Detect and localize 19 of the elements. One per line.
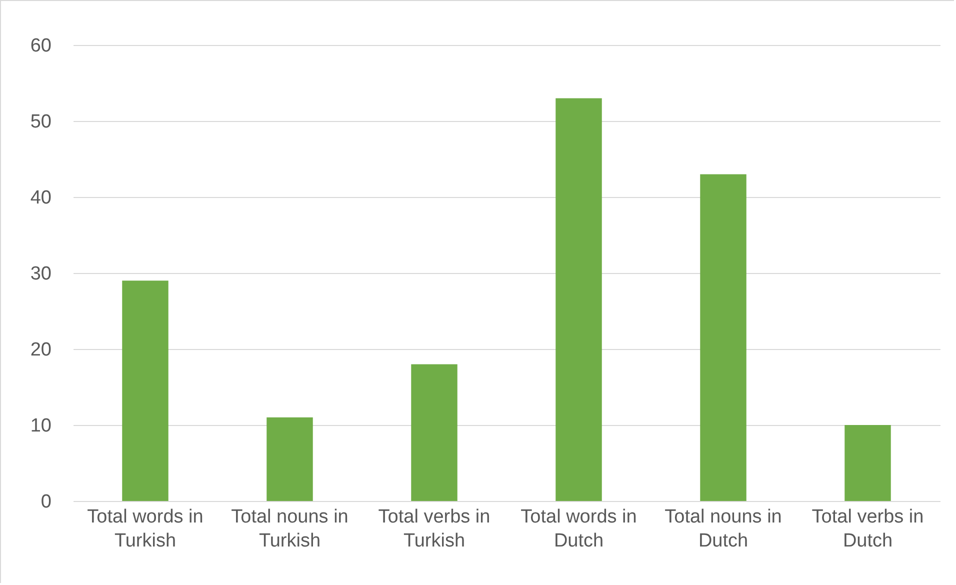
bar: [266, 417, 313, 501]
bar: [700, 174, 746, 501]
y-tick-label: 0: [40, 492, 52, 512]
bar: [411, 364, 458, 501]
y-tick-label: 20: [30, 340, 52, 360]
bar: [122, 280, 168, 501]
y-tick-label: 50: [30, 112, 52, 132]
x-tick-label: Total verbs in Turkish: [378, 506, 490, 552]
x-tick-label: Total nouns in Dutch: [664, 506, 782, 552]
x-tick-label: Total verbs in Dutch: [812, 506, 924, 552]
y-tick-label: 10: [30, 416, 52, 436]
x-tick-label: Total words in Dutch: [520, 506, 637, 552]
bar: [844, 425, 891, 501]
x-tick-label: Total nouns in Turkish: [231, 506, 348, 552]
y-tick-label: 30: [30, 264, 52, 284]
y-tick-label: 60: [30, 36, 52, 56]
bar: [556, 98, 602, 501]
x-tick-label: Total words in Turkish: [87, 506, 204, 552]
y-tick-label: 40: [30, 188, 52, 208]
